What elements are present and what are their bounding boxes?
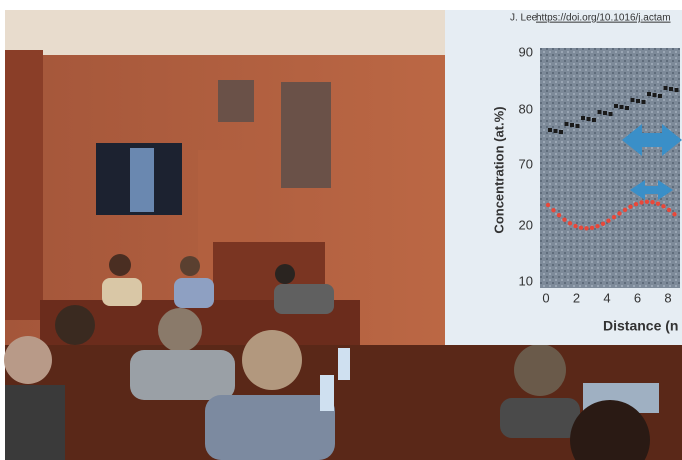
dark-dot: [559, 130, 563, 134]
red-dot: [584, 226, 589, 231]
panelist: [274, 284, 334, 314]
panelist: [109, 254, 131, 276]
dark-dot: [608, 112, 613, 116]
panelist: [275, 264, 295, 284]
arrow: [622, 124, 682, 156]
dark-dot: [674, 88, 679, 92]
x-tick-label: 0: [542, 290, 549, 305]
red-dot: [606, 218, 611, 223]
red-dot: [545, 202, 551, 208]
red-dot: [655, 201, 661, 206]
red-dot: [595, 224, 600, 229]
y-tick-label: 70: [519, 156, 533, 171]
y-tick-label: 90: [519, 44, 533, 59]
red-dot: [573, 223, 578, 229]
y-tick-label: 10: [519, 273, 533, 288]
audience-head: [4, 336, 52, 384]
red-dot: [567, 221, 573, 226]
x-tick-label: 8: [664, 290, 671, 305]
red-dot: [639, 200, 644, 205]
dark-dot: [619, 105, 624, 109]
x-tick-label: 2: [573, 290, 580, 305]
water-bottle: [338, 348, 350, 380]
audience: [130, 350, 235, 400]
dark-dot: [669, 87, 673, 91]
red-dot: [611, 214, 617, 220]
dark-dot: [630, 98, 635, 102]
speaker-box: [218, 80, 254, 122]
dark-dot: [570, 123, 574, 127]
water-bottle: [320, 375, 334, 411]
red-dot: [622, 207, 628, 213]
red-dot: [650, 200, 655, 205]
x-axis-label: Distance (n: [603, 318, 678, 334]
dark-dot: [597, 110, 602, 114]
slide-dots: [545, 86, 679, 231]
dark-dot: [652, 93, 657, 97]
dark-dot: [581, 116, 585, 120]
audience-head: [242, 330, 302, 390]
dark-dot: [564, 122, 569, 126]
dark-dot: [663, 86, 668, 90]
dark-dot: [548, 128, 552, 132]
dark-dot: [575, 124, 580, 128]
red-dot: [672, 212, 677, 217]
arrow: [630, 180, 673, 200]
y-tick-label: 80: [519, 101, 533, 116]
panelist: [102, 278, 142, 306]
dark-dot: [647, 92, 651, 96]
dark-dot: [625, 106, 629, 110]
audience-head: [514, 344, 566, 396]
red-dot: [600, 221, 606, 226]
red-dot: [617, 211, 622, 216]
audience: [205, 395, 335, 460]
red-dot: [633, 201, 639, 207]
speaker-box: [281, 82, 331, 188]
audience-head: [158, 308, 202, 352]
panelist: [174, 278, 214, 308]
slide-credit: J. Lee: [510, 13, 538, 24]
y-axis-label: Concentration (at.%): [491, 106, 506, 233]
x-tick-label: 4: [603, 290, 610, 305]
red-dot: [578, 225, 584, 230]
red-dot: [562, 217, 567, 222]
dark-dot: [586, 117, 591, 121]
red-dot: [551, 208, 556, 213]
dark-dot: [658, 94, 662, 98]
slide-image: [540, 48, 680, 288]
audience-head: [570, 400, 650, 460]
audience: [5, 385, 65, 460]
audience: [500, 398, 580, 438]
audience-head: [55, 305, 95, 345]
dark-dot: [636, 99, 640, 103]
red-dot: [644, 199, 650, 205]
red-dot: [556, 213, 562, 218]
red-dot: [628, 204, 633, 209]
red-dot: [666, 207, 672, 213]
y-tick-label: 20: [519, 217, 533, 232]
wall-panel: [5, 50, 43, 320]
dark-dot: [641, 100, 646, 104]
dark-dot: [553, 129, 558, 133]
red-dot: [589, 225, 595, 230]
panelist: [180, 256, 200, 276]
monitor-screen: [130, 148, 154, 212]
dark-dot: [614, 104, 618, 108]
slide-credit-link: https://doi.org/10.1016/j.actam: [536, 13, 671, 24]
red-dot: [661, 204, 666, 209]
dark-dot: [603, 111, 607, 115]
x-tick-label: 6: [634, 290, 641, 305]
ceiling: [5, 10, 445, 55]
dark-dot: [592, 118, 596, 122]
